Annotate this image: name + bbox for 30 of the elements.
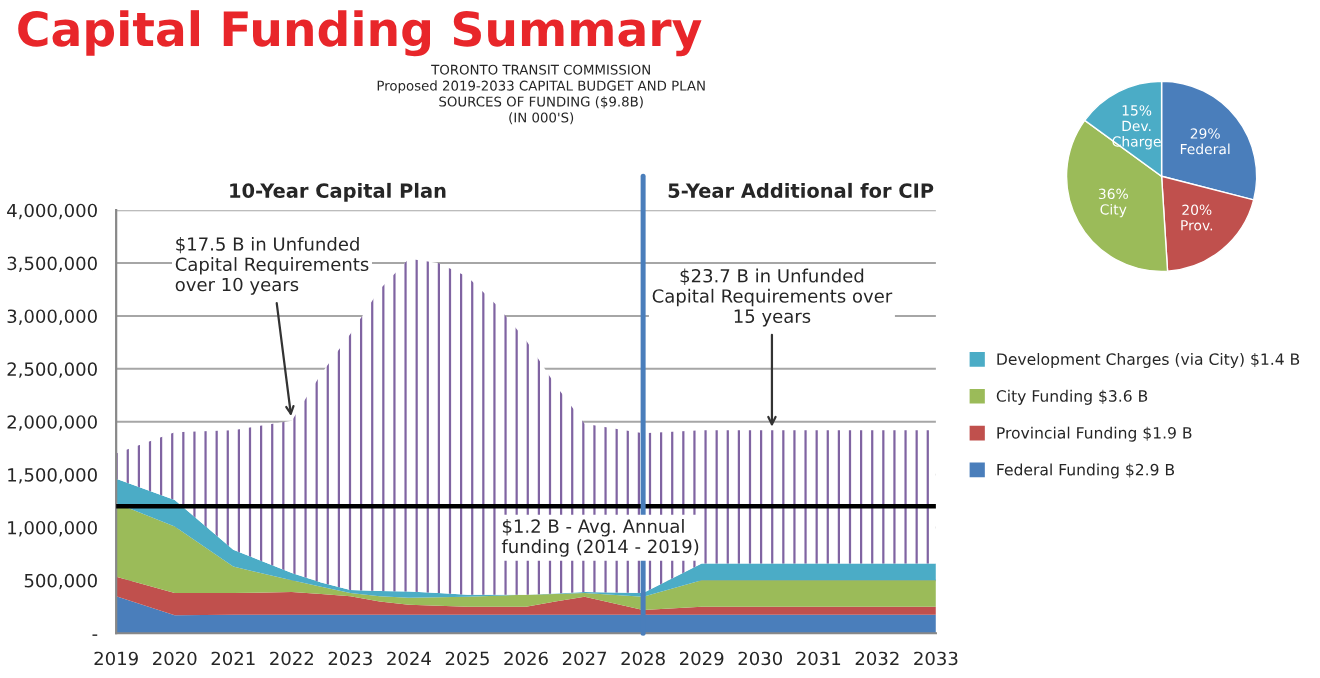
y-tick-label: 1,500,000 bbox=[8, 468, 97, 484]
annotation: $17.5 B in Unfunded Capital Requirements over 10 years bbox=[175, 236, 369, 295]
y-tick-label: 3,500,000 bbox=[7, 256, 97, 273]
y-tick-label: 3,000,000 bbox=[7, 309, 97, 325]
text: 5-Year Additional for CIP bbox=[668, 182, 934, 198]
y-tick-label: 2,000,000 bbox=[7, 415, 97, 431]
chart-title: Capital Funding Summary bbox=[18, 10, 702, 57]
x-tick-label: 2030 bbox=[738, 651, 782, 666]
x-tick-label: 2019 bbox=[94, 651, 138, 666]
x-tick-label: 2023 bbox=[328, 651, 372, 666]
x-tick-label: 2024 bbox=[387, 651, 431, 666]
y-tick-label: 4,000,000 bbox=[7, 203, 97, 220]
y-tick-label: - bbox=[92, 634, 98, 636]
x-tick-label: 2025 bbox=[445, 651, 489, 666]
y-tick-label: 500,000 bbox=[24, 573, 97, 590]
x-tick-label: 2026 bbox=[504, 651, 548, 666]
x-tick-label: 2029 bbox=[680, 651, 724, 666]
x-tick-label: 2020 bbox=[153, 651, 197, 666]
annotation: $23.7 B in Unfunded Capital Requirements over 15 years bbox=[652, 268, 893, 327]
x-tick-label: 2032 bbox=[855, 651, 899, 666]
ref-line-label: $1.2 B - Avg. Annual funding (2014 - 2019) bbox=[501, 519, 699, 557]
x-tick-label: 2022 bbox=[270, 651, 313, 666]
x-tick-label: 2033 bbox=[914, 651, 958, 666]
text: 10-Year Capital Plan bbox=[230, 182, 446, 202]
x-tick-label: 2027 bbox=[562, 651, 606, 666]
x-tick-label: 2028 bbox=[621, 651, 665, 666]
x-tick-label: 2021 bbox=[211, 651, 255, 666]
y-tick-label: 2,500,000 bbox=[7, 362, 97, 378]
y-tick-label: 1,000,000 bbox=[8, 520, 97, 537]
x-tick-label: 2031 bbox=[797, 651, 841, 666]
